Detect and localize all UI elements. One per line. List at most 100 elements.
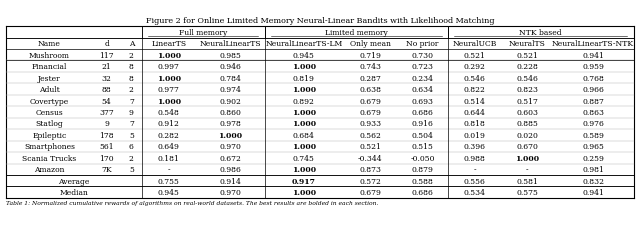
Text: A: A xyxy=(129,40,134,48)
Text: 0.768: 0.768 xyxy=(582,74,604,82)
Text: -0.344: -0.344 xyxy=(358,154,383,162)
Text: 0.819: 0.819 xyxy=(293,74,315,82)
Text: 0.945: 0.945 xyxy=(158,188,180,196)
Text: 2: 2 xyxy=(129,52,134,59)
Text: NeuralLinearTS-LM: NeuralLinearTS-LM xyxy=(266,40,342,48)
Text: 170: 170 xyxy=(99,154,114,162)
Text: 1.000: 1.000 xyxy=(157,52,181,59)
Text: -: - xyxy=(526,166,529,173)
Text: 0.873: 0.873 xyxy=(359,166,381,173)
Text: Census: Census xyxy=(36,108,63,117)
Text: 0.649: 0.649 xyxy=(158,143,180,151)
Text: 0.234: 0.234 xyxy=(412,74,433,82)
Text: -: - xyxy=(474,166,476,173)
Text: NeuralTS: NeuralTS xyxy=(509,40,546,48)
Text: Scania Trucks: Scania Trucks xyxy=(22,154,77,162)
Text: 1.000: 1.000 xyxy=(515,154,540,162)
Text: 0.832: 0.832 xyxy=(582,177,604,185)
Text: 0.985: 0.985 xyxy=(220,52,241,59)
Text: 0.672: 0.672 xyxy=(220,154,241,162)
Text: Covertype: Covertype xyxy=(30,97,69,105)
Text: Smartphones: Smartphones xyxy=(24,143,75,151)
Text: 0.562: 0.562 xyxy=(359,131,381,139)
Text: 0.548: 0.548 xyxy=(158,108,180,117)
Text: 1.000: 1.000 xyxy=(292,166,316,173)
Text: Epileptic: Epileptic xyxy=(32,131,67,139)
Text: NeuralUCB: NeuralUCB xyxy=(452,40,497,48)
Text: 0.670: 0.670 xyxy=(516,143,538,151)
Text: 0.986: 0.986 xyxy=(220,166,241,173)
Text: 0.514: 0.514 xyxy=(464,97,486,105)
Text: 0.588: 0.588 xyxy=(412,177,433,185)
Text: 0.292: 0.292 xyxy=(464,63,486,71)
Text: 0.965: 0.965 xyxy=(582,143,604,151)
Text: 1.000: 1.000 xyxy=(157,74,181,82)
Text: 0.941: 0.941 xyxy=(582,188,604,196)
Text: 0.997: 0.997 xyxy=(158,63,180,71)
Text: Average: Average xyxy=(58,177,90,185)
Text: 0.581: 0.581 xyxy=(516,177,538,185)
Text: 0.396: 0.396 xyxy=(464,143,486,151)
Text: 21: 21 xyxy=(102,63,111,71)
Text: 0.684: 0.684 xyxy=(293,131,315,139)
Text: 0.860: 0.860 xyxy=(220,108,241,117)
Text: 0.784: 0.784 xyxy=(220,74,241,82)
Text: -: - xyxy=(168,166,170,173)
Text: 0.019: 0.019 xyxy=(464,131,486,139)
Text: Name: Name xyxy=(38,40,61,48)
Text: 0.686: 0.686 xyxy=(412,108,433,117)
Text: 0.914: 0.914 xyxy=(220,177,241,185)
Text: 0.546: 0.546 xyxy=(464,74,486,82)
Text: 0.879: 0.879 xyxy=(412,166,433,173)
Text: 0.966: 0.966 xyxy=(582,86,604,94)
Text: 1.000: 1.000 xyxy=(292,63,316,71)
Text: 0.976: 0.976 xyxy=(582,120,604,128)
Text: 0.723: 0.723 xyxy=(412,63,433,71)
Text: NeuralLinearTS-NTK: NeuralLinearTS-NTK xyxy=(552,40,634,48)
Text: 1.000: 1.000 xyxy=(218,131,243,139)
Text: 0.887: 0.887 xyxy=(582,97,604,105)
Text: 0.534: 0.534 xyxy=(464,188,486,196)
Text: 0.978: 0.978 xyxy=(220,120,241,128)
Text: Median: Median xyxy=(60,188,88,196)
Text: Limited memory: Limited memory xyxy=(325,29,388,37)
Text: 0.822: 0.822 xyxy=(464,86,486,94)
Text: NeuralLinearTS: NeuralLinearTS xyxy=(200,40,261,48)
Text: 0.863: 0.863 xyxy=(582,108,604,117)
Text: 2: 2 xyxy=(129,86,134,94)
Text: Financial: Financial xyxy=(32,63,67,71)
Text: 0.945: 0.945 xyxy=(293,52,315,59)
Text: 0.755: 0.755 xyxy=(158,177,180,185)
Text: 0.521: 0.521 xyxy=(464,52,486,59)
Text: 0.745: 0.745 xyxy=(293,154,315,162)
Text: 0.970: 0.970 xyxy=(220,188,241,196)
Text: 0.603: 0.603 xyxy=(516,108,538,117)
Text: 0.575: 0.575 xyxy=(516,188,538,196)
Text: 1.000: 1.000 xyxy=(292,86,316,94)
Text: 0.521: 0.521 xyxy=(516,52,538,59)
Text: 0.517: 0.517 xyxy=(516,97,538,105)
Text: 0.977: 0.977 xyxy=(158,86,180,94)
Text: 9: 9 xyxy=(104,120,109,128)
Text: 0.974: 0.974 xyxy=(220,86,241,94)
Text: 5: 5 xyxy=(129,131,134,139)
Text: 0.181: 0.181 xyxy=(158,154,180,162)
Text: Figure 2 for Online Limited Memory Neural-Linear Bandits with Likelihood Matchin: Figure 2 for Online Limited Memory Neura… xyxy=(146,16,494,25)
Text: Table 1: Normalized cumulative rewards of algorithms on real-world datasets. The: Table 1: Normalized cumulative rewards o… xyxy=(6,200,379,205)
Text: Full memory: Full memory xyxy=(179,29,227,37)
Text: 0.686: 0.686 xyxy=(412,188,433,196)
Text: 32: 32 xyxy=(102,74,111,82)
Text: 0.287: 0.287 xyxy=(359,74,381,82)
Text: Only mean: Only mean xyxy=(349,40,390,48)
Text: 0.912: 0.912 xyxy=(158,120,180,128)
Text: 0.546: 0.546 xyxy=(516,74,538,82)
Text: 0.941: 0.941 xyxy=(582,52,604,59)
Text: 0.933: 0.933 xyxy=(359,120,381,128)
Text: 7: 7 xyxy=(129,120,134,128)
Text: 1.000: 1.000 xyxy=(292,108,316,117)
Text: 1.000: 1.000 xyxy=(292,188,316,196)
Text: 0.259: 0.259 xyxy=(582,154,604,162)
Text: 0.515: 0.515 xyxy=(412,143,433,151)
Text: 377: 377 xyxy=(99,108,114,117)
Text: 0.917: 0.917 xyxy=(292,177,316,185)
